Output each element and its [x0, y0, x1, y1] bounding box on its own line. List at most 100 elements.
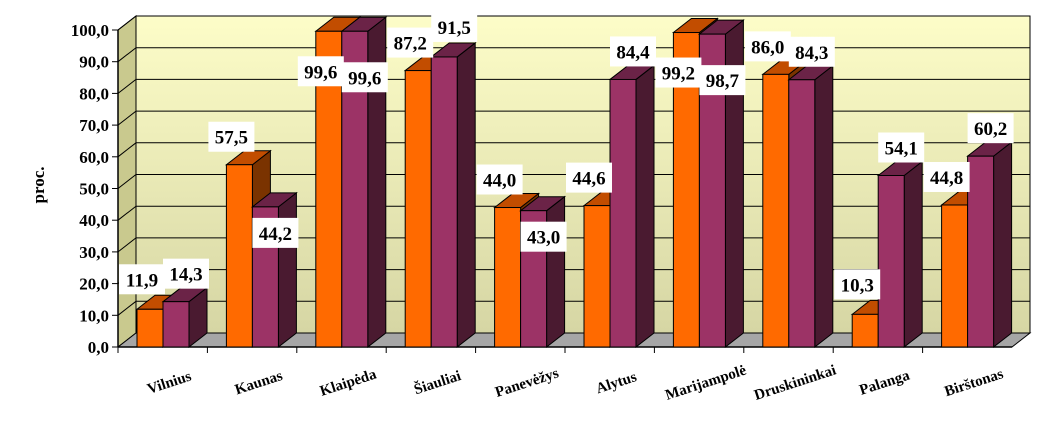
data-label: 14,3	[163, 258, 209, 289]
bar-front	[404, 70, 432, 348]
data-label-box	[967, 113, 1014, 144]
y-tick-label: 50,0	[79, 180, 109, 199]
bar-front	[494, 207, 522, 348]
bar	[787, 64, 835, 349]
bars	[135, 16, 1014, 349]
bar-front	[851, 313, 879, 348]
data-label-box	[788, 36, 835, 67]
data-label-text: 14,3	[169, 265, 202, 286]
data-label: 44,0	[476, 164, 523, 195]
data-label: 44,6	[566, 162, 612, 193]
data-label-box	[431, 11, 478, 42]
data-label-box	[744, 31, 791, 62]
data-label-text: 99,2	[662, 64, 695, 85]
data-label: 57,5	[208, 121, 255, 152]
data-label: 54,1	[878, 132, 925, 163]
data-label-text: 43,0	[527, 228, 560, 249]
data-label: 10,3	[834, 269, 881, 300]
gridline	[117, 15, 1030, 31]
data-label: 43,0	[520, 221, 567, 252]
data-label-text: 99,6	[304, 62, 337, 83]
y-tick-label: 80,0	[79, 84, 109, 103]
data-label-text: 99,6	[348, 68, 381, 89]
data-label-text: 44,8	[930, 168, 963, 189]
bar	[608, 64, 656, 349]
x-category-label: Marijampolė	[663, 362, 748, 403]
data-label-box	[119, 264, 165, 295]
data-label-text: 86,0	[751, 37, 784, 58]
bar-side	[635, 64, 655, 349]
data-label: 99,2	[655, 57, 702, 88]
bar	[250, 191, 298, 349]
data-label-text: 44,2	[259, 224, 292, 245]
data-label-box	[387, 27, 434, 58]
x-category-label: Alytus	[594, 369, 639, 397]
data-label-box	[923, 161, 970, 192]
data-label-text: 84,3	[795, 43, 828, 64]
data-label: 44,8	[923, 161, 970, 192]
y-tick-label: 0,0	[88, 338, 109, 357]
x-axis-categories: Vilnius Kaunas Klaipėda Šiauliai Panevėžys Al…	[145, 362, 1005, 403]
bar-front	[941, 204, 969, 348]
bar-front	[762, 73, 790, 348]
x-category-label: Palanga	[858, 367, 913, 398]
x-category-label: Kaunas	[233, 368, 285, 398]
bar-front	[136, 308, 164, 348]
data-label-text: 60,2	[974, 119, 1007, 140]
data-label: 99,6	[297, 56, 344, 87]
data-label: 86,0	[744, 31, 791, 62]
data-label-box	[655, 57, 702, 88]
y-tick-label: 70,0	[79, 116, 109, 135]
x-category-label: Birštonas	[943, 366, 1006, 400]
data-label: 44,2	[252, 217, 299, 248]
bar-side	[546, 195, 566, 349]
bar	[519, 195, 567, 349]
bar-side	[814, 64, 834, 349]
y-tick-label: 60,0	[79, 148, 109, 167]
y-tick-label: 20,0	[79, 275, 109, 294]
y-tick-label: 10,0	[79, 306, 109, 325]
bar-side	[277, 191, 297, 349]
bar-side	[993, 141, 1013, 349]
data-label-box	[566, 162, 612, 193]
data-label: 98,7	[699, 65, 746, 96]
data-labels: 11,9 14,3 57,5 44,2 99,6 99,6 87,2 91,5 44,0 43,0…	[119, 11, 1014, 300]
data-label-text: 98,7	[706, 71, 740, 92]
bar-front	[583, 205, 611, 348]
data-label-box	[610, 36, 656, 67]
data-label: 60,2	[967, 113, 1014, 144]
x-category-label: Druskininkai	[752, 362, 838, 403]
bar-side	[456, 41, 476, 349]
bar-front	[788, 79, 816, 348]
y-tick-label: 100,0	[71, 21, 109, 40]
data-label-text: 87,2	[394, 34, 427, 55]
bar-front	[162, 301, 190, 348]
data-label-text: 10,3	[841, 275, 874, 296]
data-label-box	[252, 217, 299, 248]
data-label-box	[834, 269, 881, 300]
data-label-box	[341, 62, 388, 93]
bar-front	[967, 155, 995, 348]
data-label-box	[476, 164, 523, 195]
bar-front	[225, 164, 253, 348]
y-tick-label: 40,0	[79, 211, 109, 230]
bar-front	[877, 175, 905, 348]
data-label-text: 91,5	[438, 18, 471, 39]
data-label-text: 54,1	[885, 139, 918, 160]
data-label-box	[878, 132, 925, 163]
data-label-box	[520, 221, 567, 252]
data-label-box	[297, 56, 344, 87]
y-tick-label: 30,0	[79, 243, 109, 262]
data-label-box	[163, 258, 209, 289]
y-tick-label: 90,0	[79, 53, 109, 72]
data-label-text: 84,4	[616, 42, 650, 63]
x-category-label: Panevėžys	[493, 365, 561, 401]
bar-side	[903, 160, 923, 349]
y-axis-label: proc.	[29, 167, 48, 204]
data-label-text: 57,5	[215, 128, 248, 149]
x-category-label: Vilnius	[145, 369, 193, 398]
bar-front	[430, 56, 458, 348]
data-label: 91,5	[431, 11, 478, 42]
data-label: 87,2	[387, 27, 434, 58]
